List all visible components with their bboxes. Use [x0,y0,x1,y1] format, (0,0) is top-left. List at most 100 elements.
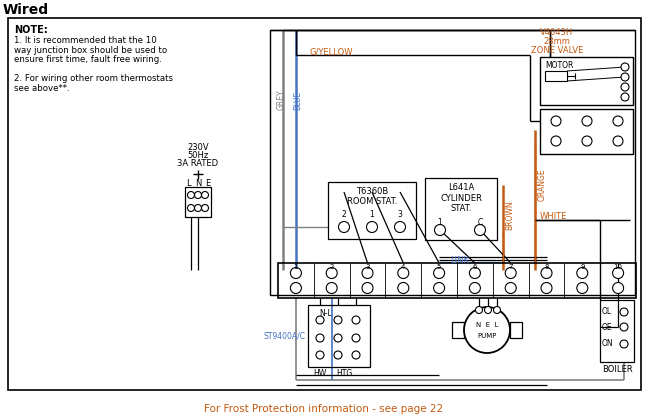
Circle shape [613,282,624,294]
Circle shape [621,83,629,91]
Circle shape [367,221,378,233]
Circle shape [188,204,195,211]
Text: see above**.: see above**. [14,83,69,93]
Text: 4: 4 [401,264,406,270]
Text: Wired: Wired [3,3,49,17]
Circle shape [582,116,592,126]
Circle shape [476,306,482,314]
Circle shape [613,136,623,146]
Text: 3: 3 [365,264,370,270]
Circle shape [551,116,561,126]
Circle shape [582,136,592,146]
Circle shape [362,267,373,279]
Text: L641A: L641A [448,183,474,192]
Bar [8,18,641,390]
Circle shape [339,221,350,233]
Text: ON: ON [602,339,613,349]
Circle shape [621,93,629,101]
Circle shape [326,267,337,279]
Text: NOTE:: NOTE: [14,25,48,35]
Circle shape [326,282,337,294]
Text: 1: 1 [437,218,443,227]
Text: ST9400A/C: ST9400A/C [263,332,305,341]
Bar [308,305,370,367]
Circle shape [505,267,516,279]
Circle shape [334,334,342,342]
Circle shape [334,316,342,324]
Text: HW: HW [313,369,326,378]
Text: E: E [205,179,211,188]
Circle shape [195,204,201,211]
Circle shape [398,282,409,294]
Text: way junction box should be used to: way junction box should be used to [14,45,167,55]
Circle shape [201,191,208,198]
Circle shape [474,224,485,236]
Text: 9: 9 [580,264,585,270]
Circle shape [195,191,201,198]
Bar [540,57,633,105]
Circle shape [352,316,360,324]
Circle shape [613,116,623,126]
Circle shape [188,191,195,198]
Text: 5: 5 [437,264,441,270]
Bar [278,263,636,298]
Bar [328,182,416,239]
Circle shape [469,267,480,279]
Circle shape [505,282,516,294]
Text: BLUE: BLUE [293,90,302,110]
Text: 1: 1 [293,264,298,270]
Bar [425,178,497,240]
Circle shape [362,282,373,294]
Circle shape [613,267,624,279]
Circle shape [620,340,628,348]
Text: PUMP: PUMP [477,333,496,339]
Text: CYLINDER: CYLINDER [440,194,482,203]
Bar [270,30,635,295]
Text: For Frost Protection information - see page 22: For Frost Protection information - see p… [204,404,443,414]
Text: WHITE: WHITE [540,212,567,221]
Circle shape [434,224,445,236]
Text: ZONE VALVE: ZONE VALVE [531,46,583,55]
Circle shape [434,267,445,279]
Text: OL: OL [602,307,612,317]
Circle shape [316,334,324,342]
Text: 230V: 230V [187,143,209,152]
Text: 50Hz: 50Hz [188,151,208,160]
Bar [600,300,634,362]
Bar [545,71,567,81]
Circle shape [541,282,552,294]
Text: V4043H: V4043H [541,28,574,37]
Text: T6360B: T6360B [356,187,388,196]
Text: ROOM STAT.: ROOM STAT. [347,197,397,206]
Circle shape [290,267,301,279]
Circle shape [316,316,324,324]
Circle shape [541,267,552,279]
Circle shape [493,306,500,314]
Text: N: N [195,179,201,188]
Text: ORANGE: ORANGE [538,169,547,201]
Text: 3: 3 [398,210,402,219]
Bar [510,322,522,338]
Circle shape [316,351,324,359]
Text: 2: 2 [330,264,334,270]
Circle shape [201,204,208,211]
Text: HTG: HTG [336,369,352,378]
Circle shape [621,73,629,81]
Circle shape [352,351,360,359]
Circle shape [551,136,561,146]
Circle shape [334,351,342,359]
Text: N  E  L: N E L [476,322,498,328]
Circle shape [577,282,588,294]
Text: 3A RATED: 3A RATED [177,159,219,168]
Bar [452,322,464,338]
Text: MOTOR: MOTOR [545,61,573,70]
Text: OE: OE [602,322,613,332]
Text: 2: 2 [341,210,347,219]
Bar [185,187,211,217]
Text: 2. For wiring other room thermostats: 2. For wiring other room thermostats [14,74,173,83]
Circle shape [620,308,628,316]
Circle shape [434,282,445,294]
Text: ensure first time, fault free wiring.: ensure first time, fault free wiring. [14,55,162,64]
Text: LINK: LINK [450,256,469,265]
Text: GREY: GREY [276,90,286,111]
